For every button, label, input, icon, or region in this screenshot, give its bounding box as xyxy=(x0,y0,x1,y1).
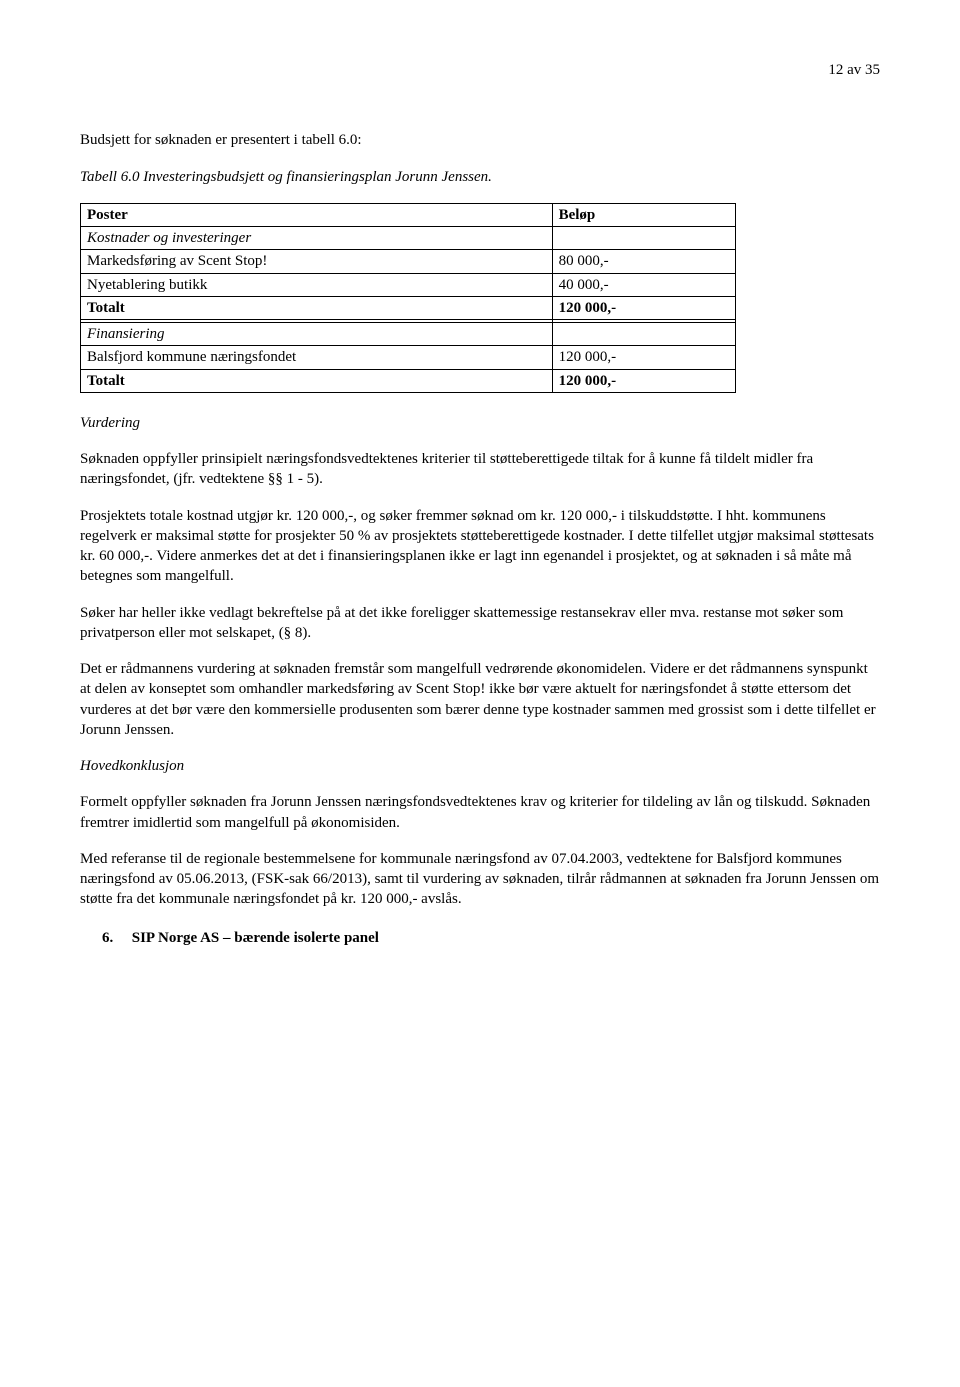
table-cell xyxy=(552,227,735,250)
table-cell: Markedsføring av Scent Stop! xyxy=(81,250,553,273)
section-number: 6. xyxy=(102,928,128,948)
table-header-belop: Beløp xyxy=(552,203,735,226)
body-paragraph: Det er rådmannens vurdering at søknaden … xyxy=(80,659,880,740)
table-cell: 40 000,- xyxy=(552,273,735,296)
table-cell: 120 000,- xyxy=(552,296,735,319)
body-paragraph: Søker har heller ikke vedlagt bekreftels… xyxy=(80,603,880,644)
body-paragraph: Med referanse til de regionale bestemmel… xyxy=(80,849,880,910)
body-paragraph: Søknaden oppfyller prinsipielt næringsfo… xyxy=(80,449,880,490)
body-paragraph: Prosjektets totale kostnad utgjør kr. 12… xyxy=(80,506,880,587)
table-cell: Totalt xyxy=(81,296,553,319)
table-cell: Nyetablering butikk xyxy=(81,273,553,296)
section-title: SIP Norge AS – bærende isolerte panel xyxy=(132,930,379,946)
body-paragraph: Formelt oppfyller søknaden fra Jorunn Je… xyxy=(80,792,880,833)
vurdering-heading: Vurdering xyxy=(80,413,880,433)
table-cell: 120 000,- xyxy=(552,369,735,392)
table-cell xyxy=(552,323,735,346)
table-cell: Kostnader og investeringer xyxy=(81,227,553,250)
table-cell: Finansiering xyxy=(81,323,553,346)
hovedkonklusjon-heading: Hovedkonklusjon xyxy=(80,756,880,776)
table-cell: Balsfjord kommune næringsfondet xyxy=(81,346,553,369)
table-caption: Tabell 6.0 Investeringsbudsjett og finan… xyxy=(80,167,880,187)
section-heading: 6. SIP Norge AS – bærende isolerte panel xyxy=(80,928,880,948)
intro-text: Budsjett for søknaden er presentert i ta… xyxy=(80,130,880,150)
budget-table: Poster Beløp Kostnader og investeringer … xyxy=(80,203,736,393)
table-cell: 120 000,- xyxy=(552,346,735,369)
table-cell: 80 000,- xyxy=(552,250,735,273)
page-number: 12 av 35 xyxy=(80,60,880,80)
table-header-poster: Poster xyxy=(81,203,553,226)
table-cell: Totalt xyxy=(81,369,553,392)
